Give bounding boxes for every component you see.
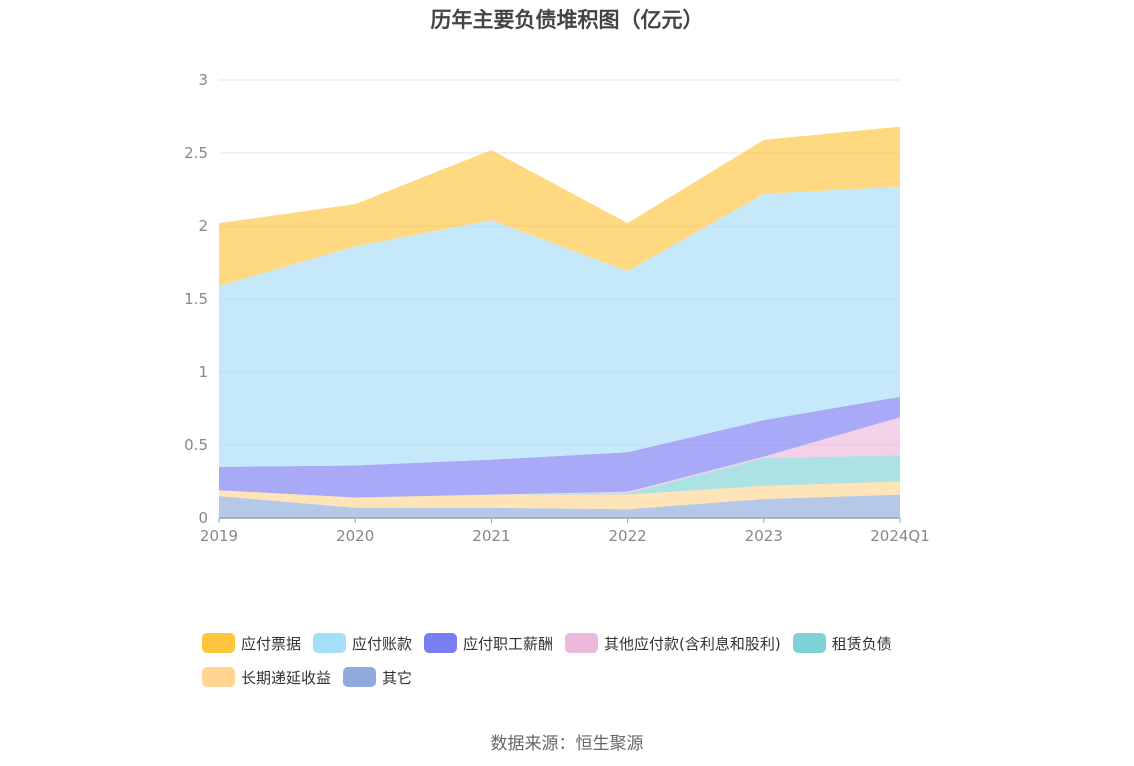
legend-item[interactable]: 应付职工薪酬 <box>424 631 553 655</box>
x-tick-label: 2020 <box>336 527 374 545</box>
y-tick-label: 1.5 <box>184 290 208 308</box>
y-tick-label: 0.5 <box>184 436 208 454</box>
x-tick-label: 2024Q1 <box>870 527 930 545</box>
chart-title: 历年主要负债堆积图（亿元） <box>430 8 704 32</box>
x-tick-label: 2021 <box>472 527 510 545</box>
y-tick-label: 2 <box>198 217 208 235</box>
area-series-0 <box>219 494 900 518</box>
axis-layer: 0 0.5 1 1.5 2 2.5 3 2019 2020 2021 2022 2023 2024Q1 <box>184 71 930 545</box>
chart-legend: 应付票据 应付账款 应付职工薪酬 其他应付款(含利息和股利) 租赁负债长期递延收益 其它 <box>202 631 982 699</box>
legend-label: 应付职工薪酬 <box>463 634 554 653</box>
y-tick-label: 0 <box>198 509 208 527</box>
legend-label: 应付票据 <box>241 634 302 653</box>
legend-label: 长期递延收益 <box>241 668 332 687</box>
y-tick-label: 1 <box>198 363 208 381</box>
legend-item[interactable]: 其他应付款(含利息和股利) <box>565 631 781 655</box>
y-tick-label: 3 <box>198 71 208 89</box>
legend-label: 应付账款 <box>352 634 413 653</box>
legend-swatch <box>565 633 599 653</box>
legend-label: 其它 <box>382 668 413 687</box>
legend-swatch <box>202 633 235 653</box>
y-tick-label: 2.5 <box>184 144 208 162</box>
legend-swatch <box>424 633 458 653</box>
area-series-4 <box>219 396 900 498</box>
legend-label: 租赁负债 <box>831 634 892 653</box>
x-tick-label: 2023 <box>745 527 783 545</box>
legend-item[interactable]: 长期递延收益 <box>202 665 331 689</box>
legend-item[interactable]: 租赁负债 <box>792 631 892 655</box>
area-series-2 <box>219 455 900 498</box>
area-series-5 <box>219 186 900 467</box>
legend-swatch <box>202 667 235 687</box>
legend-swatch <box>792 633 826 653</box>
x-tick-label: 2019 <box>200 527 238 545</box>
area-layer <box>219 126 900 518</box>
legend-swatch <box>313 633 347 653</box>
stacked-area-chart: 0 0.5 1 1.5 2 2.5 3 2019 2020 2021 2022 2023 2024Q1 <box>184 71 930 545</box>
legend-item[interactable]: 其它 <box>343 665 412 689</box>
area-series-6 <box>219 126 900 286</box>
area-series-3 <box>219 417 900 498</box>
legend-swatch <box>343 667 377 687</box>
x-tick-label: 2022 <box>609 527 647 545</box>
legend-label: 其他应付款(含利息和股利) <box>604 634 781 653</box>
data-source-note: 数据来源：恒生聚源 <box>490 734 644 754</box>
legend-item[interactable]: 应付票据 <box>202 631 301 655</box>
area-series-1 <box>219 481 900 510</box>
legend-item[interactable]: 应付账款 <box>313 631 412 655</box>
